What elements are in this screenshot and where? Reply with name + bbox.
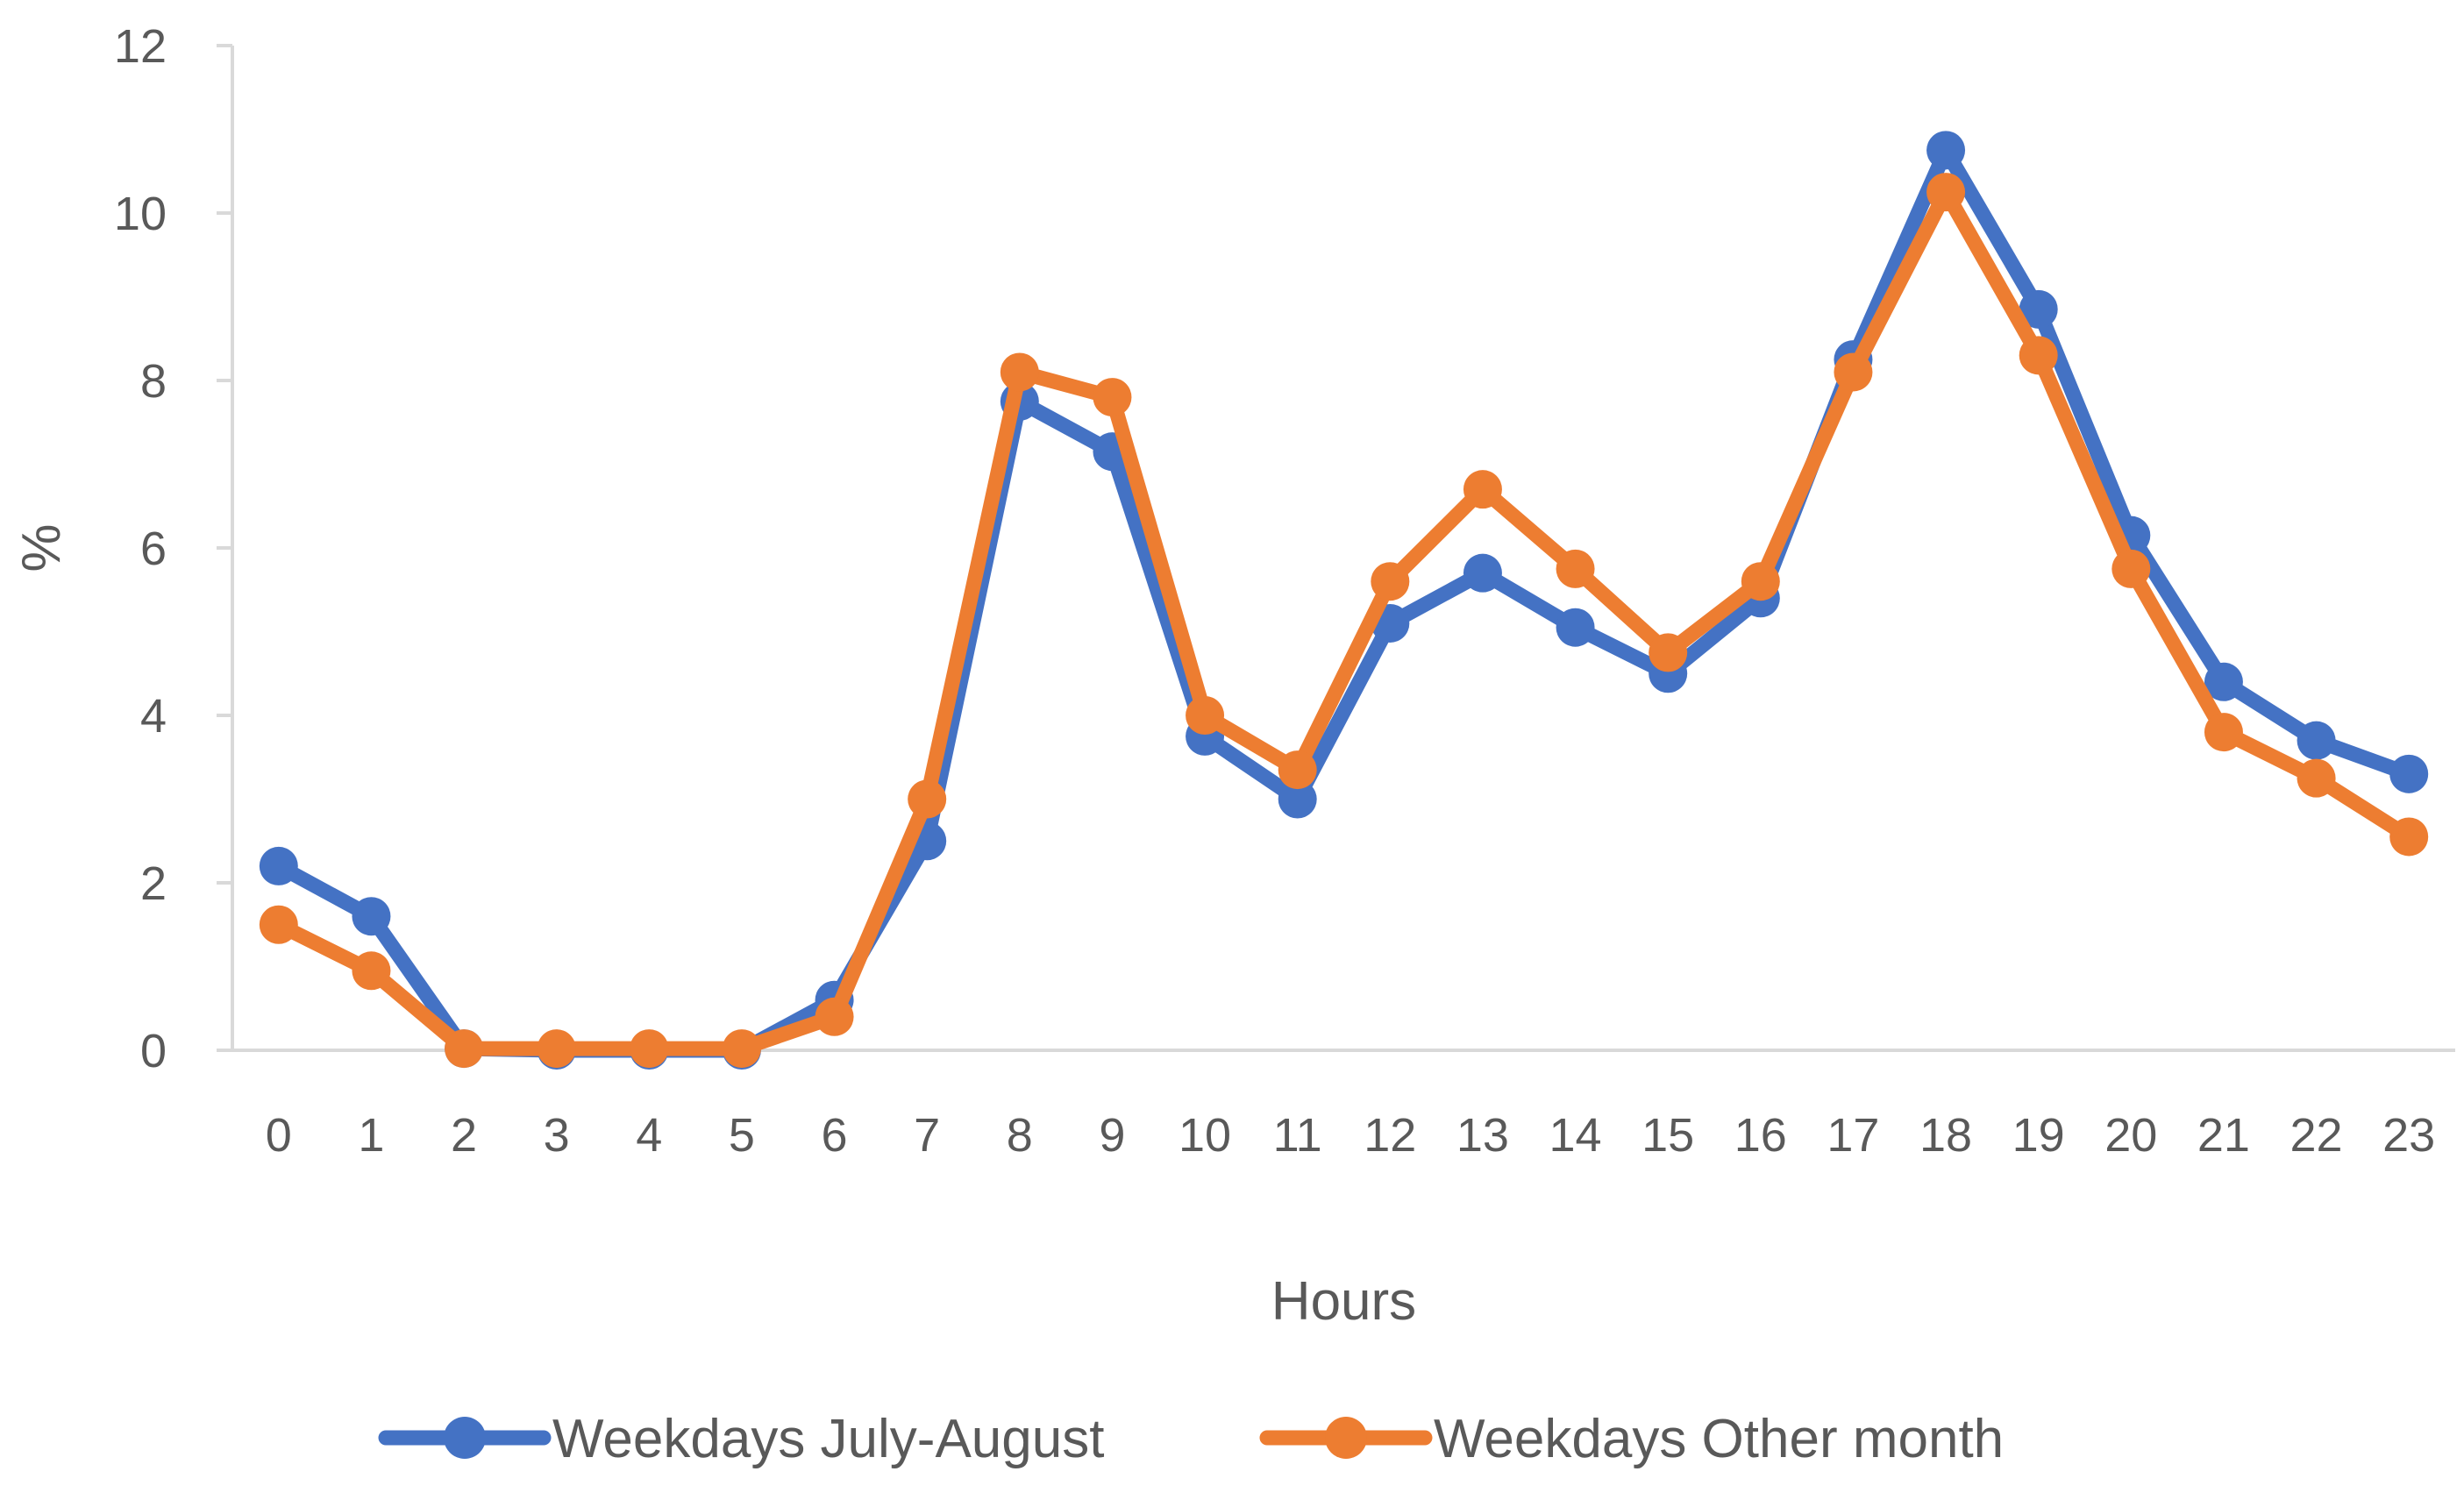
x-tick-label: 14 bbox=[1549, 1109, 1602, 1162]
x-tick-label: 7 bbox=[914, 1109, 940, 1162]
data-point bbox=[1926, 173, 1966, 212]
x-tick-label: 8 bbox=[1007, 1109, 1033, 1162]
data-point bbox=[1093, 378, 1132, 417]
y-tick-label: 6 bbox=[140, 523, 167, 575]
data-point bbox=[2019, 336, 2058, 375]
data-point bbox=[1834, 352, 1873, 392]
data-point bbox=[2297, 758, 2336, 798]
x-tick-label: 12 bbox=[1364, 1109, 1416, 1162]
series-2 bbox=[259, 173, 2429, 1069]
data-point bbox=[1556, 608, 1595, 647]
x-tick-label: 15 bbox=[1641, 1109, 1694, 1162]
data-point bbox=[537, 1029, 576, 1069]
x-tick-label: 2 bbox=[451, 1109, 477, 1162]
data-point bbox=[1371, 562, 1410, 601]
data-point bbox=[2019, 289, 2058, 329]
legend-label: Weekdays July-August bbox=[552, 1409, 1104, 1469]
data-point bbox=[1649, 633, 1688, 672]
data-point bbox=[1926, 131, 1966, 170]
data-point bbox=[1278, 779, 1317, 819]
data-point bbox=[2204, 713, 2243, 752]
legend-item: Weekdays July-August bbox=[378, 1409, 1104, 1469]
x-tick-label: 10 bbox=[1179, 1109, 1231, 1162]
y-tick-label: 0 bbox=[140, 1025, 167, 1077]
y-tick-label: 10 bbox=[114, 188, 167, 240]
x-tick-label: 21 bbox=[2197, 1109, 2250, 1162]
data-point bbox=[2297, 721, 2336, 760]
data-point bbox=[1463, 470, 1502, 509]
data-point bbox=[2204, 662, 2243, 701]
y-axis-label: % bbox=[11, 523, 72, 572]
legend: Weekdays July-August Weekdays Other month bbox=[378, 1409, 2004, 1469]
y-tick-label: 4 bbox=[140, 690, 167, 743]
x-tick-label: 0 bbox=[266, 1109, 292, 1162]
x-tick-label: 17 bbox=[1827, 1109, 1879, 1162]
x-axis: 0 1 2 3 4 5 6 7 8 9 10 11 12 13 14 15 16 17 18 19 20 21 22 23 bbox=[232, 1049, 2455, 1162]
y-axis: 0 2 4 6 8 10 12 bbox=[114, 20, 234, 1077]
series-line bbox=[271, 142, 2417, 1058]
data-point bbox=[1186, 696, 1225, 735]
series-line bbox=[271, 184, 2417, 1056]
data-point bbox=[2389, 817, 2429, 857]
x-tick-label: 4 bbox=[636, 1109, 662, 1162]
data-point bbox=[352, 951, 391, 991]
x-tick-label: 23 bbox=[2382, 1109, 2435, 1162]
data-point bbox=[2389, 754, 2429, 793]
x-tick-label: 20 bbox=[2104, 1109, 2157, 1162]
data-point bbox=[259, 905, 298, 944]
data-point bbox=[1278, 750, 1317, 790]
data-point bbox=[1463, 553, 1502, 593]
series-layer bbox=[259, 131, 2429, 1070]
x-axis-label: Hours bbox=[1271, 1271, 1416, 1332]
legend-label: Weekdays Other month bbox=[1434, 1409, 2004, 1469]
y-tick-label: 12 bbox=[114, 20, 167, 73]
legend-swatch-marker bbox=[444, 1417, 486, 1459]
x-tick-label: 11 bbox=[1273, 1109, 1322, 1162]
x-tick-label: 16 bbox=[1734, 1109, 1787, 1162]
data-point bbox=[1000, 352, 1039, 392]
data-point bbox=[1741, 562, 1780, 601]
data-point bbox=[722, 1029, 761, 1069]
x-tick-label: 22 bbox=[2290, 1109, 2343, 1162]
x-tick-label: 6 bbox=[822, 1109, 848, 1162]
data-point bbox=[259, 846, 298, 885]
x-tick-label: 19 bbox=[2012, 1109, 2065, 1162]
x-tick-label: 5 bbox=[729, 1109, 755, 1162]
data-point bbox=[2111, 549, 2151, 588]
x-tick-label: 18 bbox=[1919, 1109, 1972, 1162]
legend-swatch-marker bbox=[1325, 1417, 1367, 1459]
x-tick-label: 3 bbox=[544, 1109, 570, 1162]
data-point bbox=[908, 779, 947, 819]
y-tick-label: 2 bbox=[140, 857, 167, 910]
data-point bbox=[445, 1029, 484, 1069]
x-tick-label: 13 bbox=[1456, 1109, 1509, 1162]
data-point bbox=[630, 1029, 669, 1069]
x-tick-label: 9 bbox=[1099, 1109, 1125, 1162]
legend-item: Weekdays Other month bbox=[1259, 1409, 2004, 1469]
series-1 bbox=[259, 131, 2429, 1070]
x-tick-label: 1 bbox=[358, 1109, 384, 1162]
data-point bbox=[352, 897, 391, 936]
data-point bbox=[1556, 549, 1595, 588]
y-tick-label: 8 bbox=[140, 355, 167, 408]
data-point bbox=[815, 997, 854, 1036]
